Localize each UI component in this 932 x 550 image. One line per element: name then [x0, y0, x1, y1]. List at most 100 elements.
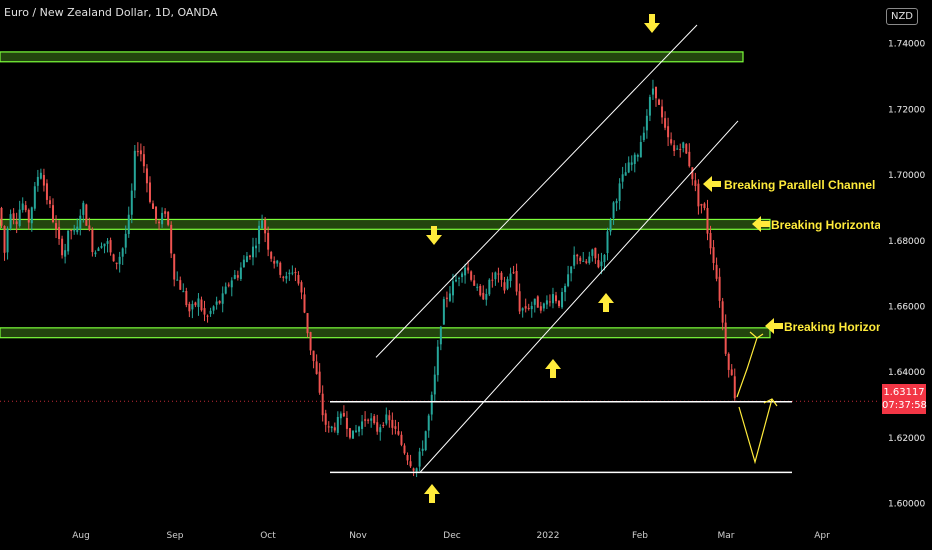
candle-body	[485, 294, 488, 300]
candle-body	[524, 306, 527, 309]
candle-body	[118, 256, 121, 265]
candle-body	[236, 275, 239, 278]
candle-body	[300, 282, 303, 293]
candle-body	[430, 394, 433, 415]
candle-body	[82, 202, 85, 215]
candle-body	[539, 306, 542, 311]
candle-body	[379, 427, 382, 433]
y-tick-label: 1.60000	[888, 500, 925, 510]
candle-body	[579, 257, 582, 262]
candle-body	[291, 272, 294, 274]
arrow-left-icon	[765, 318, 783, 334]
arrow-up-icon	[424, 484, 440, 503]
candle-body	[400, 434, 403, 445]
annotation-horizontal-support-1: Breaking Horizontal Sup	[771, 218, 910, 232]
x-axis: Aug Sep Oct Nov Dec 2022 Feb Mar Apr	[72, 531, 830, 541]
last-price-value: 1.63117	[883, 387, 925, 398]
currency-button[interactable]: NZD	[885, 8, 918, 25]
candle-body	[145, 168, 148, 184]
candle-body	[382, 424, 385, 426]
candle-body	[339, 413, 342, 419]
candle-body	[458, 277, 461, 279]
y-tick-label: 1.62000	[888, 434, 925, 444]
candle-body	[85, 204, 88, 226]
candle-body	[409, 461, 412, 467]
candle-body	[527, 307, 530, 310]
candle-body	[106, 241, 109, 244]
candle-body	[600, 261, 603, 267]
candle-body	[439, 326, 442, 345]
candle-body	[242, 259, 245, 268]
candle-body	[388, 415, 391, 421]
candle-body	[394, 426, 397, 429]
candle-body	[642, 132, 645, 141]
candle-body	[636, 154, 639, 157]
candle-body	[245, 256, 248, 263]
candle-body	[64, 250, 67, 257]
candle-body	[133, 150, 136, 191]
y-axis-panel	[880, 0, 932, 550]
last-price-badge: 1.63117 07:37:58	[882, 384, 927, 414]
candle-body	[324, 413, 327, 425]
candle-body	[33, 186, 36, 209]
candle-body	[364, 419, 367, 421]
candle-body	[691, 167, 694, 180]
candle-body	[370, 418, 373, 421]
candle-body	[473, 280, 476, 286]
candle-body	[664, 118, 667, 128]
candle-body	[273, 260, 276, 264]
candle-body	[303, 294, 306, 313]
candle-body	[661, 106, 664, 118]
candle-body	[488, 279, 491, 295]
candle-body	[121, 248, 124, 257]
candle-body	[94, 252, 97, 255]
candle-body	[515, 270, 518, 292]
candle-body	[9, 214, 12, 229]
candle-body	[130, 190, 133, 215]
y-axis: 1.74000 1.72000 1.70000 1.68000 1.66000 1.640…	[888, 40, 925, 510]
candle-body	[103, 243, 106, 247]
candle-body	[221, 293, 224, 304]
candle-body	[209, 310, 212, 314]
candle-body	[451, 281, 454, 296]
candle-body	[397, 431, 400, 435]
candle-body	[518, 291, 521, 312]
candle-body	[651, 88, 654, 95]
candle-body	[676, 148, 679, 150]
candle-body	[358, 426, 361, 432]
candle-body	[276, 260, 279, 264]
candle-body	[361, 421, 364, 429]
candle-body	[627, 162, 630, 173]
candle-body	[391, 419, 394, 428]
candle-body	[285, 276, 288, 279]
candle-body	[127, 214, 130, 235]
candle-body	[670, 139, 673, 144]
candle-body	[403, 445, 406, 454]
candle-body	[712, 247, 715, 264]
candle-body	[445, 297, 448, 299]
channel-lower-line	[419, 120, 739, 473]
candle-body	[433, 374, 436, 395]
candle-body	[730, 369, 733, 376]
y-tick-label-overlay: 1.60000	[888, 500, 925, 510]
candle-body	[255, 245, 258, 249]
candle-body	[679, 148, 682, 151]
candle-body	[12, 213, 15, 220]
candle-body	[218, 300, 221, 304]
candle-body	[297, 275, 300, 284]
arrow-up-icon	[598, 293, 614, 312]
arrow-left-icon	[703, 176, 721, 192]
candle-body	[464, 267, 467, 276]
candle-body	[558, 300, 561, 307]
candle-body	[594, 247, 597, 259]
candle-body	[564, 286, 567, 293]
candle-body	[55, 223, 58, 230]
candle-body	[203, 308, 206, 315]
candle-body	[345, 418, 348, 429]
candle-body	[355, 430, 358, 432]
candle-body	[467, 267, 470, 271]
candle-body	[709, 232, 712, 249]
candle-body	[718, 276, 721, 301]
y-tick-label: 1.72000	[888, 105, 925, 115]
